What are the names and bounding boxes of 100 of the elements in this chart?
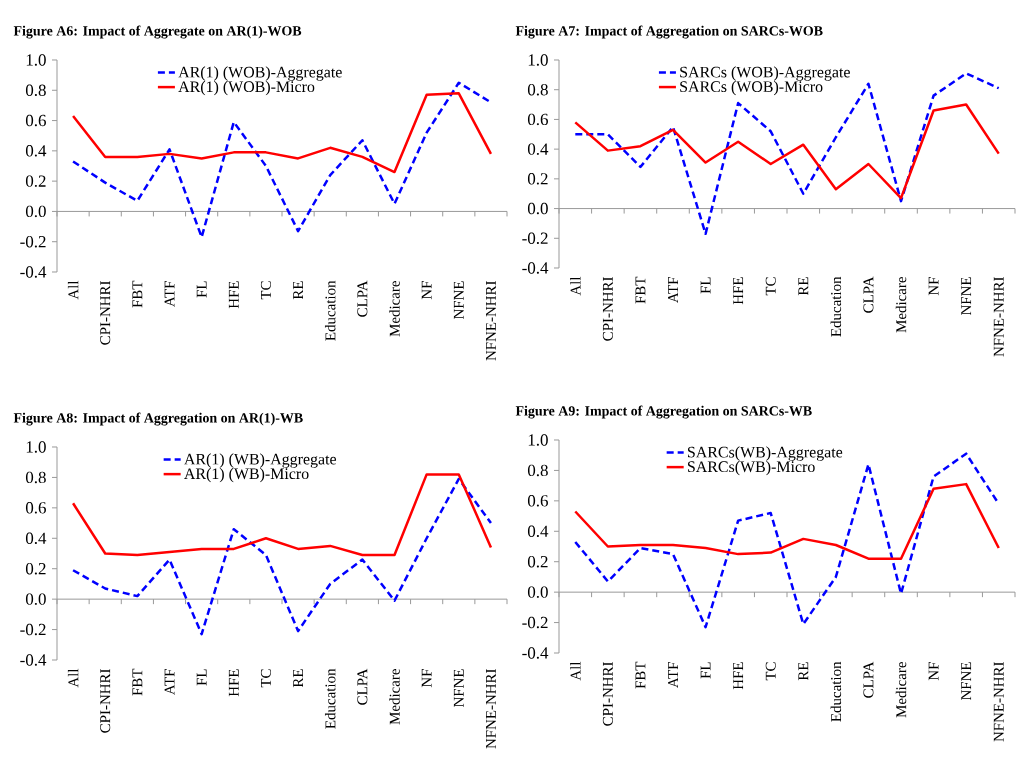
x-tick-label: FBT xyxy=(132,280,143,308)
y-tick-label: 0.6 xyxy=(25,502,46,514)
x-tick-label: All xyxy=(67,280,79,300)
x-tick-label: NFNE xyxy=(453,669,464,708)
y-tick-label: -0.4 xyxy=(522,647,549,659)
y-tick-label: 0.8 xyxy=(25,471,46,484)
x-tick-label: FL xyxy=(196,669,207,686)
y-tick-label: 0.2 xyxy=(25,175,46,187)
legend-label: AR(1) (WOB)-Micro xyxy=(178,80,315,96)
x-tick-label: CPI-NHRI xyxy=(602,277,613,341)
x-tick-label: FL xyxy=(700,662,711,679)
chart-title: Figure A7: Impact of Aggregation on SARCs-WOB xyxy=(515,25,823,39)
x-tick-label: Education xyxy=(830,661,842,722)
y-tick-label: -0.2 xyxy=(522,232,548,245)
legend-label: SARCs(WB)-Micro xyxy=(687,460,815,476)
x-tick-label: HFE xyxy=(733,662,744,690)
line-series xyxy=(574,482,1000,560)
x-tick-label: TC xyxy=(260,281,271,300)
x-tick-label: Medicare xyxy=(389,281,400,337)
x-tick-label: NFNE-NHRI xyxy=(486,669,496,749)
x-tick-label: CLPA xyxy=(357,668,368,705)
x-tick-label: RE xyxy=(798,662,809,681)
x-tick-label: Education xyxy=(830,276,842,337)
legend-label: AR(1) (WB)-Micro xyxy=(184,467,309,483)
y-tick-label: -0.4 xyxy=(20,266,47,278)
y-tick-label: 0.2 xyxy=(527,173,548,185)
x-tick-label: ATF xyxy=(668,662,678,688)
x-tick-label: ATF xyxy=(668,277,678,303)
y-tick-label: 0.4 xyxy=(25,145,47,157)
legend-label: SARCs(WB)-Aggregate xyxy=(687,446,843,461)
x-tick-label: NF xyxy=(421,281,432,300)
x-tick-label: RE xyxy=(293,669,303,688)
x-tick-label: FL xyxy=(700,277,711,294)
y-tick-label: 0.0 xyxy=(25,593,46,605)
y-tick-label: 0.6 xyxy=(527,495,548,507)
x-tick-label: Education xyxy=(324,668,336,729)
chart-title: Figure A8: Impact of Aggregation on AR(1)-WB xyxy=(13,412,303,426)
x-tick-label: NFNE-NHRI xyxy=(486,281,496,361)
chart-title: Figure A6: Impact of Aggregate on AR(1)-WOB xyxy=(13,25,302,39)
x-tick-label: RE xyxy=(798,277,809,296)
x-tick-label: NFNE xyxy=(453,281,464,320)
y-tick-label: -0.4 xyxy=(20,654,47,666)
legend-label: AR(1) (WOB)-Aggregate xyxy=(178,66,342,81)
x-tick-label: RE xyxy=(293,281,303,300)
x-tick-label: CLPA xyxy=(357,280,368,317)
x-tick-label: CPI-NHRI xyxy=(100,669,111,733)
x-tick-label: CPI-NHRI xyxy=(602,662,613,726)
legend-label: SARCs (WOB)-Aggregate xyxy=(680,66,850,81)
x-tick-label: FBT xyxy=(635,661,646,689)
line-series xyxy=(574,103,1000,200)
x-tick-label: NF xyxy=(928,662,939,681)
x-tick-label: CLPA xyxy=(863,276,874,313)
y-tick-label: 1.0 xyxy=(26,54,46,66)
y-tick-label: 0.0 xyxy=(25,205,46,218)
x-tick-label: All xyxy=(570,661,581,681)
x-tick-label: HFE xyxy=(733,277,744,305)
x-tick-label: All xyxy=(67,668,79,688)
x-tick-label: NFNE-NHRI xyxy=(993,277,1004,357)
x-tick-label: TC xyxy=(765,662,776,681)
y-tick-label: 0.2 xyxy=(527,555,548,568)
x-tick-label: HFE xyxy=(228,669,239,697)
y-tick-label: 0.0 xyxy=(527,586,548,598)
x-tick-label: Education xyxy=(324,280,336,341)
y-tick-label: -0.2 xyxy=(20,235,46,248)
chart-title: Figure A9: Impact of Aggregation on SARCs-WB xyxy=(515,405,812,419)
x-tick-label: ATF xyxy=(164,281,175,307)
y-tick-label: 1.0 xyxy=(528,434,548,446)
y-tick-label: -0.2 xyxy=(522,616,548,629)
y-tick-label: 0.8 xyxy=(25,84,46,97)
y-tick-label: -0.4 xyxy=(522,262,549,274)
y-tick-label: 0.2 xyxy=(25,562,46,575)
y-tick-label: 0.4 xyxy=(25,532,47,545)
x-tick-label: NFNE xyxy=(961,277,972,316)
x-tick-label: FL xyxy=(196,281,207,298)
y-tick-label: 1.0 xyxy=(26,441,46,453)
x-tick-label: ATF xyxy=(164,669,175,695)
x-tick-label: All xyxy=(570,276,581,296)
x-tick-label: FBT xyxy=(635,276,646,304)
x-tick-label: Medicare xyxy=(895,662,907,718)
y-tick-label: 0.4 xyxy=(527,525,549,538)
x-tick-label: Medicare xyxy=(389,669,400,725)
x-tick-label: CLPA xyxy=(863,661,874,698)
y-tick-label: 0.4 xyxy=(527,143,549,155)
x-tick-label: TC xyxy=(260,669,271,688)
y-tick-label: -0.2 xyxy=(20,623,46,636)
x-tick-label: NFNE-NHRI xyxy=(993,662,1004,742)
x-tick-label: TC xyxy=(765,277,776,296)
legend-label: SARCs (WOB)-Micro xyxy=(680,80,823,96)
x-tick-label: FBT xyxy=(132,668,143,696)
y-tick-label: 0.8 xyxy=(527,464,548,477)
x-tick-label: NFNE xyxy=(961,662,972,701)
x-tick-label: HFE xyxy=(228,281,239,309)
x-tick-label: Medicare xyxy=(895,277,907,333)
x-tick-label: CPI-NHRI xyxy=(100,281,111,345)
y-tick-label: 0.6 xyxy=(527,113,548,126)
y-tick-label: 0.8 xyxy=(527,83,548,96)
y-tick-label: 1.0 xyxy=(528,54,548,66)
y-tick-label: 0.6 xyxy=(25,114,46,127)
x-tick-label: NF xyxy=(928,277,939,296)
legend-label: AR(1) (WB)-Aggregate xyxy=(184,453,337,468)
